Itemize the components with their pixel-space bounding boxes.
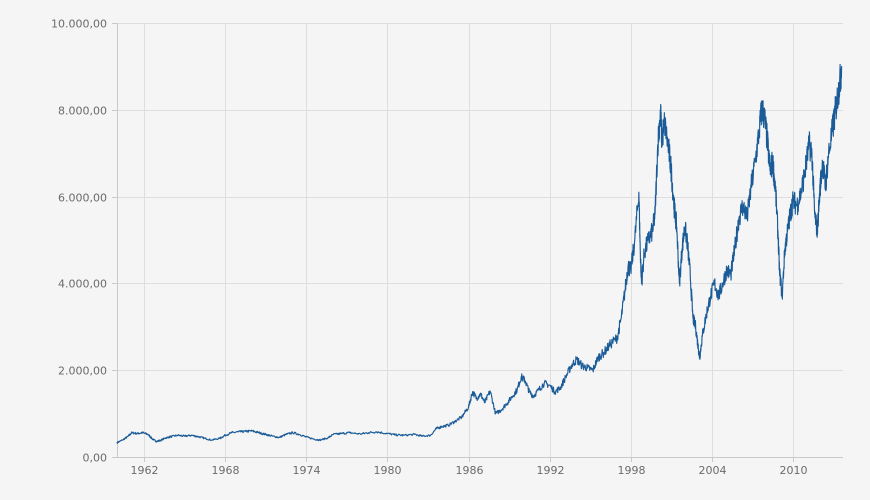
grid-layer — [117, 23, 843, 458]
x-tick-label: 1998 — [618, 464, 646, 477]
x-tick-label: 1974 — [293, 464, 321, 477]
y-tick-label: 6.000,00 — [58, 192, 107, 205]
x-tick-label: 1986 — [456, 464, 484, 477]
series-layer — [116, 63, 843, 444]
x-tick-label: 2010 — [780, 464, 808, 477]
x-tick-label: 1992 — [537, 464, 565, 477]
series-line-0 — [116, 63, 843, 444]
y-tick-label: 8.000,00 — [58, 105, 107, 118]
x-tick-label: 1968 — [212, 464, 240, 477]
y-tick-label: 10.000,00 — [51, 18, 107, 31]
y-tick-label: 2.000,00 — [58, 365, 107, 378]
x-tick-label: 1980 — [374, 464, 402, 477]
y-tick-label: 0,00 — [83, 452, 108, 465]
axis-layer — [112, 23, 843, 462]
x-tick-label: 1962 — [131, 464, 159, 477]
tick-label-layer: 0,00 2.000,00 4.000,00 6.000,00 8.000,00 10.0… — [51, 18, 807, 478]
y-tick-label: 4.000,00 — [58, 278, 107, 291]
x-tick-label: 2004 — [699, 464, 727, 477]
